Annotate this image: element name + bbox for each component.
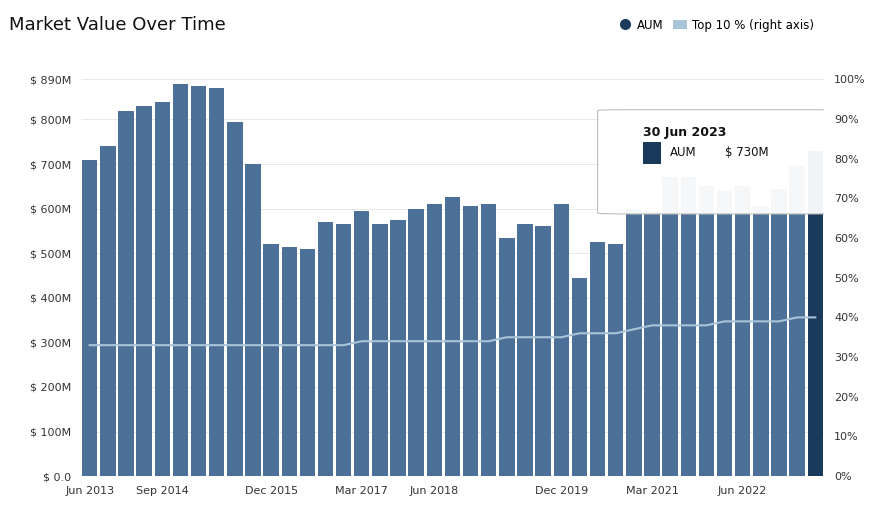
Bar	[771, 188, 787, 476]
Legend: AUM, Top 10 % (right axis): AUM, Top 10 % (right axis)	[613, 14, 818, 37]
Bar	[318, 222, 333, 476]
Bar	[717, 191, 732, 476]
Bar	[608, 244, 624, 476]
Bar	[699, 186, 714, 476]
Bar	[626, 208, 642, 476]
Bar	[173, 84, 188, 476]
Bar	[463, 206, 478, 476]
Bar	[554, 204, 569, 476]
Bar	[136, 106, 151, 476]
Bar	[100, 146, 116, 476]
Bar	[409, 208, 424, 476]
Bar	[789, 166, 805, 476]
Bar	[299, 249, 315, 476]
Bar	[246, 164, 261, 476]
Bar	[481, 204, 496, 476]
Text: Market Value Over Time: Market Value Over Time	[9, 16, 226, 34]
Text: AUM: AUM	[670, 147, 697, 159]
Text: 30 Jun 2023: 30 Jun 2023	[643, 126, 727, 139]
Bar	[517, 224, 533, 476]
Bar	[444, 197, 461, 476]
Bar	[735, 186, 751, 476]
Bar	[191, 86, 206, 476]
Bar	[82, 160, 98, 476]
Bar	[227, 122, 243, 476]
Bar	[681, 177, 696, 476]
Text: $ 730M: $ 730M	[725, 147, 768, 159]
Bar	[391, 220, 406, 476]
Bar	[536, 226, 551, 476]
Bar	[499, 238, 514, 476]
Bar	[754, 206, 769, 476]
FancyBboxPatch shape	[598, 110, 842, 214]
Bar	[154, 102, 170, 476]
Bar	[426, 204, 442, 476]
Bar	[662, 177, 678, 476]
Bar	[644, 211, 659, 476]
Bar	[118, 111, 134, 476]
Bar	[209, 88, 224, 476]
Bar	[372, 224, 388, 476]
Bar	[807, 151, 823, 476]
Bar	[354, 211, 369, 476]
Bar	[263, 244, 279, 476]
FancyBboxPatch shape	[643, 142, 661, 164]
Bar	[572, 278, 587, 476]
Bar	[281, 247, 297, 476]
Bar	[590, 242, 606, 476]
Bar	[336, 224, 351, 476]
